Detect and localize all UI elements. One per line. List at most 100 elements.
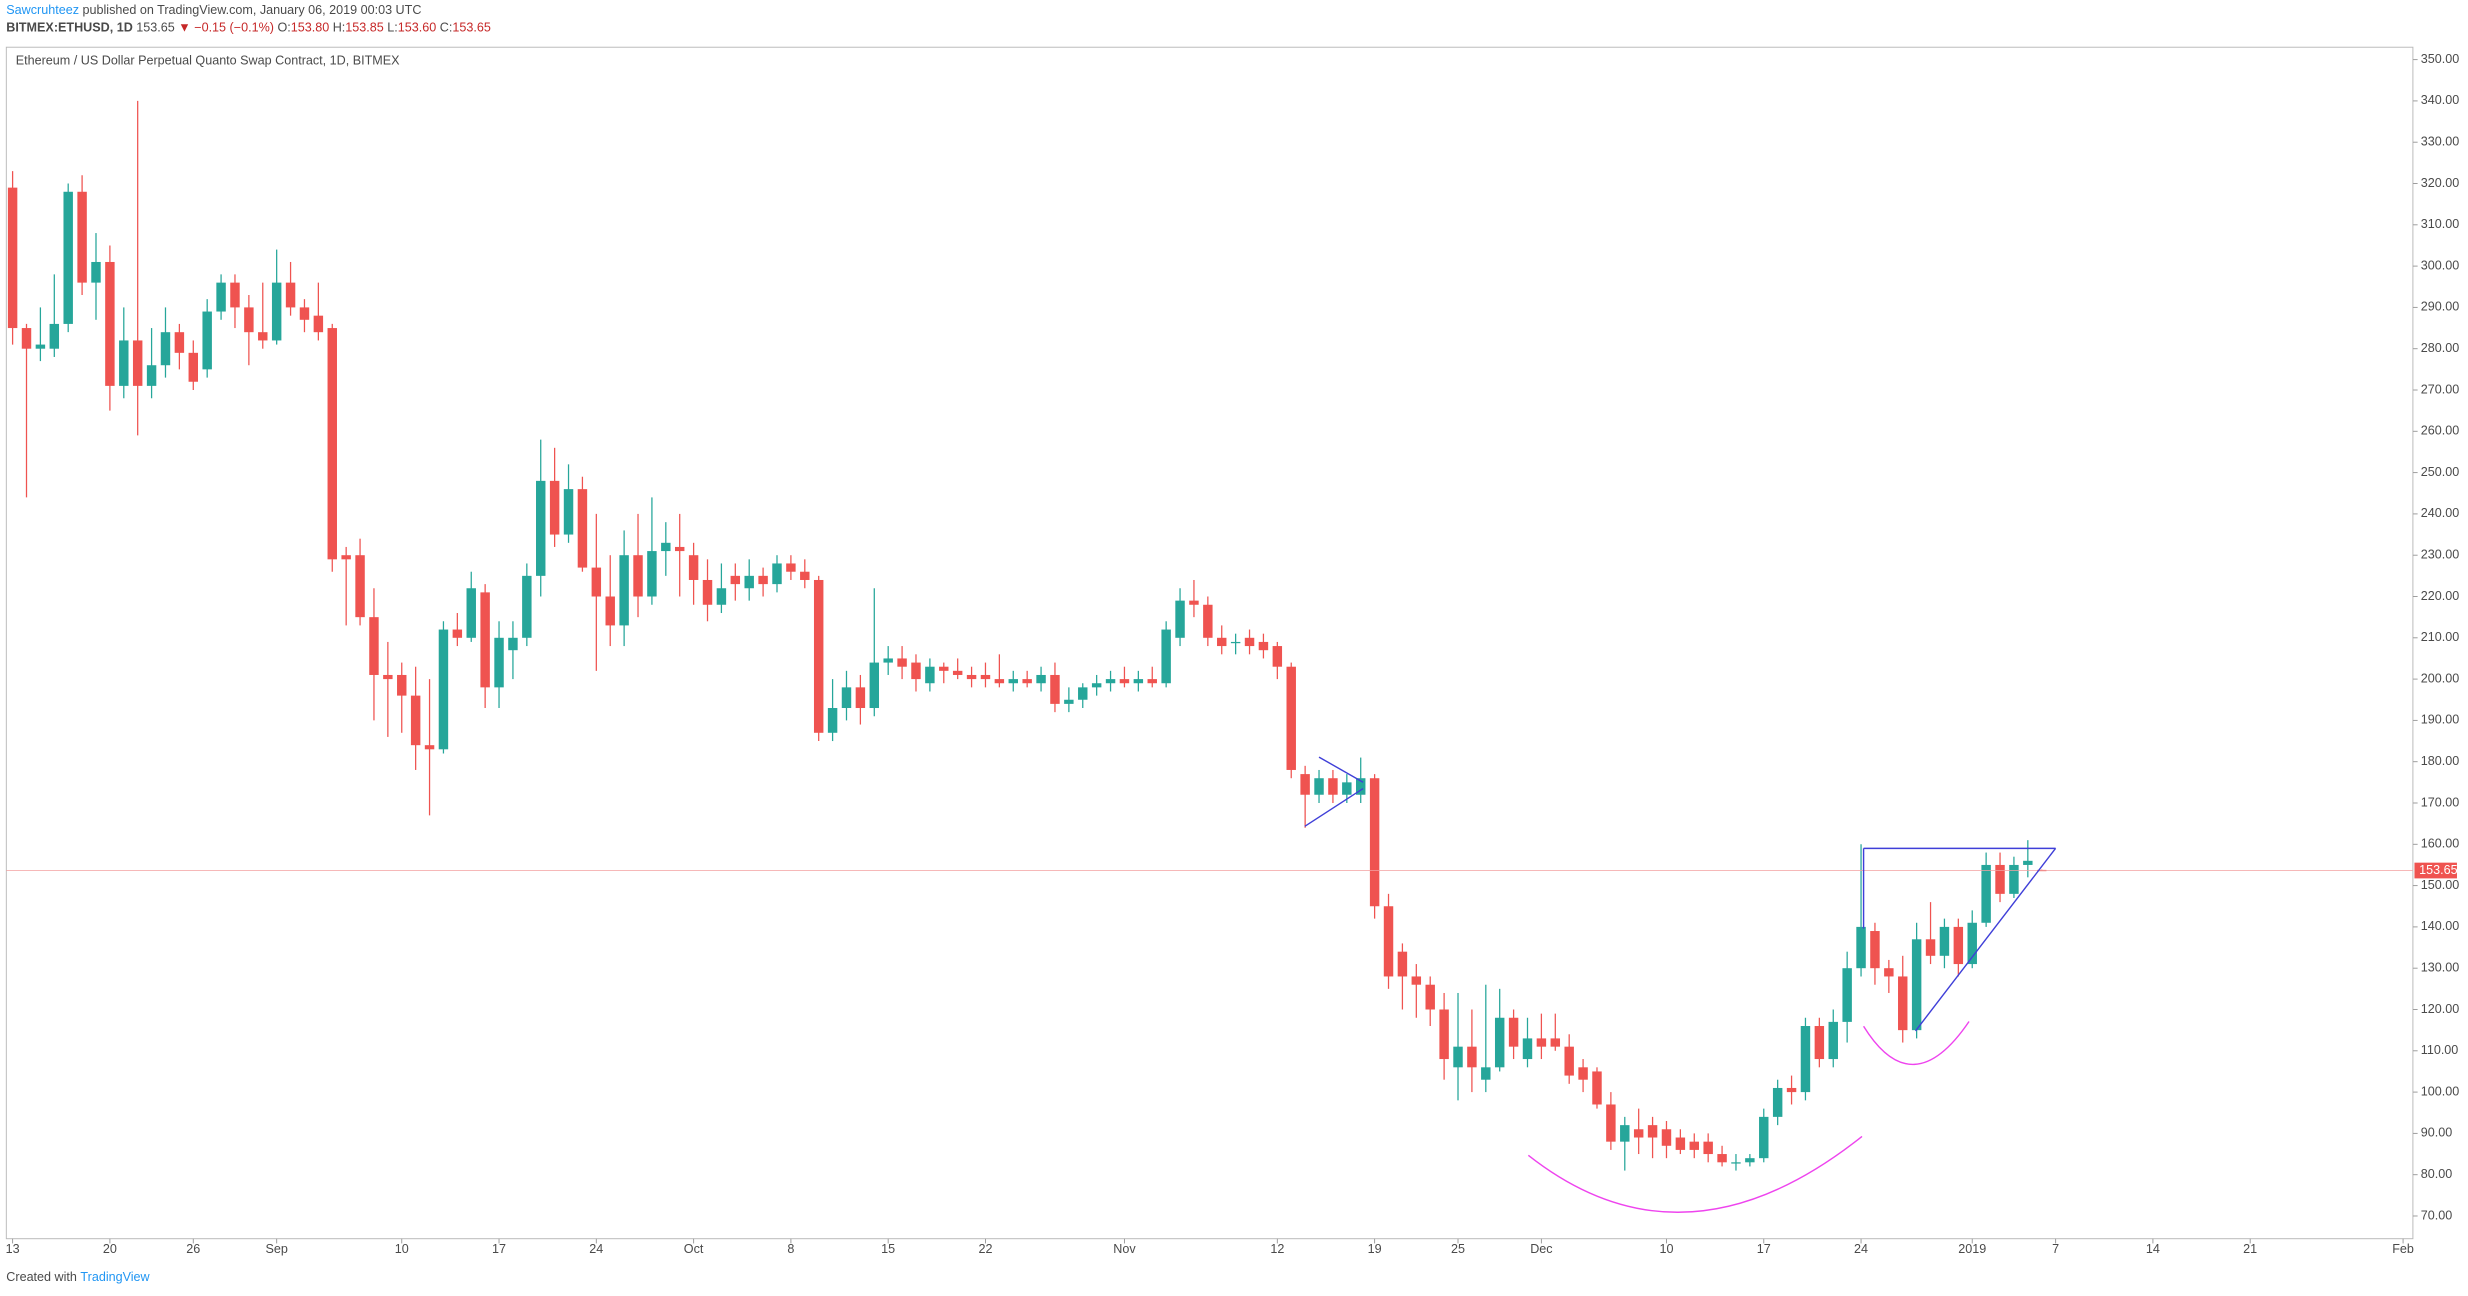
candle-body (1453, 1046, 1463, 1068)
candle-body (466, 588, 476, 638)
x-tick-label: Feb (2392, 1242, 2414, 1256)
last-price-box (2414, 862, 2457, 879)
candle-body (1439, 1009, 1449, 1060)
candle-body (132, 340, 143, 386)
y-tick-label: 80.00 (2421, 1167, 2452, 1181)
candle-body (1147, 679, 1157, 684)
candle-body (1620, 1125, 1630, 1142)
x-tick-label: 15 (881, 1242, 895, 1256)
candle-body (688, 555, 699, 580)
y-tick-label: 130.00 (2421, 961, 2459, 975)
candle-body (383, 674, 393, 680)
x-tick-label: 24 (589, 1242, 603, 1256)
candle-body (577, 489, 588, 568)
candle-body (1717, 1154, 1727, 1163)
candle-body (1369, 778, 1380, 907)
candle-body (1995, 864, 2005, 894)
y-tick-label: 340.00 (2421, 93, 2459, 107)
trend-line (1304, 787, 1364, 827)
candle-body (63, 191, 73, 324)
y-tick-label: 290.00 (2421, 300, 2459, 314)
candle-body (925, 666, 935, 684)
candle-body (966, 674, 977, 680)
candle-body (772, 563, 782, 585)
candle-body (1342, 782, 1352, 795)
y-tick-label: 310.00 (2421, 217, 2459, 231)
candle-body (397, 674, 407, 696)
candle-body (230, 282, 240, 308)
candle-body (1884, 968, 1894, 977)
trend-line (1318, 756, 1364, 783)
y-tick-label: 220.00 (2421, 589, 2459, 603)
candle-body (1786, 1087, 1797, 1093)
candle-body (1689, 1141, 1699, 1150)
candle-body (285, 282, 296, 308)
candle-body (1355, 778, 1366, 795)
candle-body (2009, 864, 2019, 894)
candle-body (188, 352, 199, 382)
candle-body (1759, 1116, 1769, 1159)
support-line (1914, 847, 2057, 1032)
candle-body (1939, 926, 1950, 956)
candle-body (1383, 906, 1394, 977)
quote-h-v: 153.85 (345, 21, 383, 35)
candle-body (1745, 1158, 1755, 1163)
quote-h-k: H: (333, 21, 346, 35)
candle-body (633, 555, 643, 597)
candle-body (1494, 1017, 1505, 1068)
author[interactable]: Sawcruhteez (6, 3, 79, 17)
candle-body (1592, 1071, 1602, 1105)
candle-body (1203, 604, 1213, 638)
last: 153.65 (136, 21, 174, 35)
candle-body (1731, 1162, 1741, 1164)
x-tick-label: 20 (103, 1242, 117, 1256)
x-tick-label: Dec (1530, 1242, 1552, 1256)
candle-body (1244, 637, 1255, 647)
x-tick-label: 26 (186, 1242, 200, 1256)
footer-brand[interactable]: TradingView (80, 1270, 150, 1284)
candle-body (258, 332, 268, 341)
candle-body (1814, 1026, 1825, 1060)
candle-body (216, 282, 226, 312)
candle-body (1161, 629, 1171, 684)
candle-body (855, 687, 866, 709)
candle-body (105, 261, 115, 386)
candle-body (549, 480, 560, 535)
candle-body (1036, 674, 1046, 684)
y-tick-label: 70.00 (2421, 1208, 2452, 1222)
candle-body (1953, 926, 1964, 965)
candle-body (1397, 951, 1408, 977)
candle-body (119, 340, 129, 386)
x-tick-label: 10 (1659, 1242, 1673, 1256)
candle-body (952, 670, 963, 675)
quote-c-v: 153.65 (452, 21, 490, 35)
candle-body (730, 575, 741, 585)
y-tick-label: 240.00 (2421, 506, 2459, 520)
y-tick-label: 100.00 (2421, 1084, 2459, 1098)
candle-body (827, 708, 838, 733)
y-tick-label: 140.00 (2421, 919, 2459, 933)
candle-body (1105, 679, 1116, 684)
candle-body (522, 575, 532, 638)
candle-body (1522, 1038, 1533, 1060)
candle-body (1230, 641, 1241, 644)
candle-body (355, 555, 365, 618)
candle-body (1564, 1046, 1574, 1076)
y-tick-label: 210.00 (2421, 630, 2459, 644)
candle-body (1119, 679, 1130, 684)
candle-body (661, 542, 671, 552)
y-tick-label: 90.00 (2421, 1126, 2452, 1140)
candle-body (1411, 976, 1422, 985)
x-tick-label: 13 (6, 1242, 20, 1256)
candle-body (494, 637, 504, 688)
candle-body (591, 567, 602, 597)
candle-body (1842, 968, 1852, 1022)
candle-body (49, 323, 60, 349)
y-tick-label: 230.00 (2421, 548, 2459, 562)
candle-body (35, 344, 46, 349)
candle-body (1467, 1046, 1477, 1068)
y-tick-label: 280.00 (2421, 341, 2459, 355)
cup-arc (1527, 1135, 1863, 1213)
